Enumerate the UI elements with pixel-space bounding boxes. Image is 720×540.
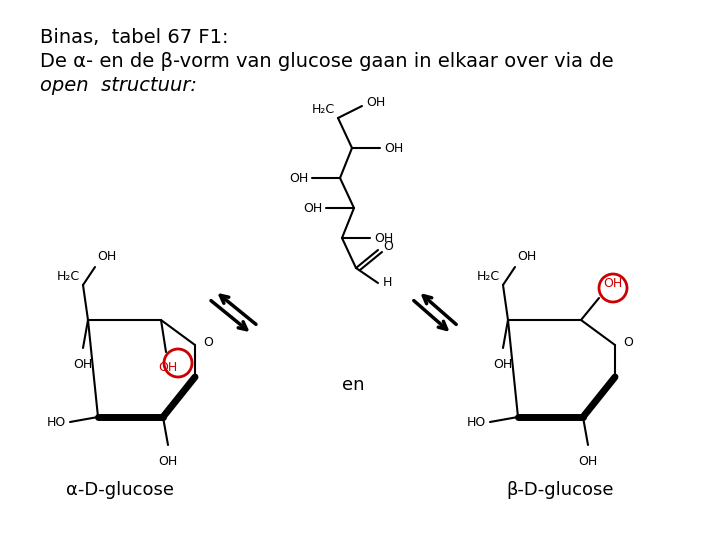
Text: α-D-glucose: α-D-glucose bbox=[66, 481, 174, 499]
Text: OH: OH bbox=[517, 250, 536, 263]
Text: Binas,  tabel 67 F1:: Binas, tabel 67 F1: bbox=[40, 28, 228, 47]
Text: OH: OH bbox=[374, 232, 393, 245]
Text: O: O bbox=[203, 335, 213, 348]
Text: OH: OH bbox=[97, 250, 116, 263]
Text: OH: OH bbox=[158, 361, 178, 374]
Text: HO: HO bbox=[47, 415, 66, 429]
Text: OH: OH bbox=[289, 172, 308, 185]
Text: OH: OH bbox=[73, 358, 93, 371]
Text: O: O bbox=[623, 335, 633, 348]
Text: β-D-glucose: β-D-glucose bbox=[506, 481, 613, 499]
Text: OH: OH bbox=[603, 277, 622, 290]
Text: OH: OH bbox=[366, 97, 385, 110]
Text: OH: OH bbox=[302, 201, 322, 214]
Text: H₂C: H₂C bbox=[477, 270, 500, 283]
Text: H: H bbox=[383, 276, 392, 289]
Text: HO: HO bbox=[467, 415, 486, 429]
Text: H₂C: H₂C bbox=[57, 270, 80, 283]
Text: De α- en de β-vorm van glucose gaan in elkaar over via de: De α- en de β-vorm van glucose gaan in e… bbox=[40, 52, 613, 71]
Text: en: en bbox=[342, 376, 364, 394]
Text: H₂C: H₂C bbox=[312, 103, 335, 116]
Text: O: O bbox=[383, 240, 393, 253]
Text: OH: OH bbox=[493, 358, 513, 371]
Text: OH: OH bbox=[384, 141, 403, 154]
Text: OH: OH bbox=[158, 455, 178, 468]
Text: open  structuur:: open structuur: bbox=[40, 76, 197, 95]
Text: OH: OH bbox=[578, 455, 598, 468]
